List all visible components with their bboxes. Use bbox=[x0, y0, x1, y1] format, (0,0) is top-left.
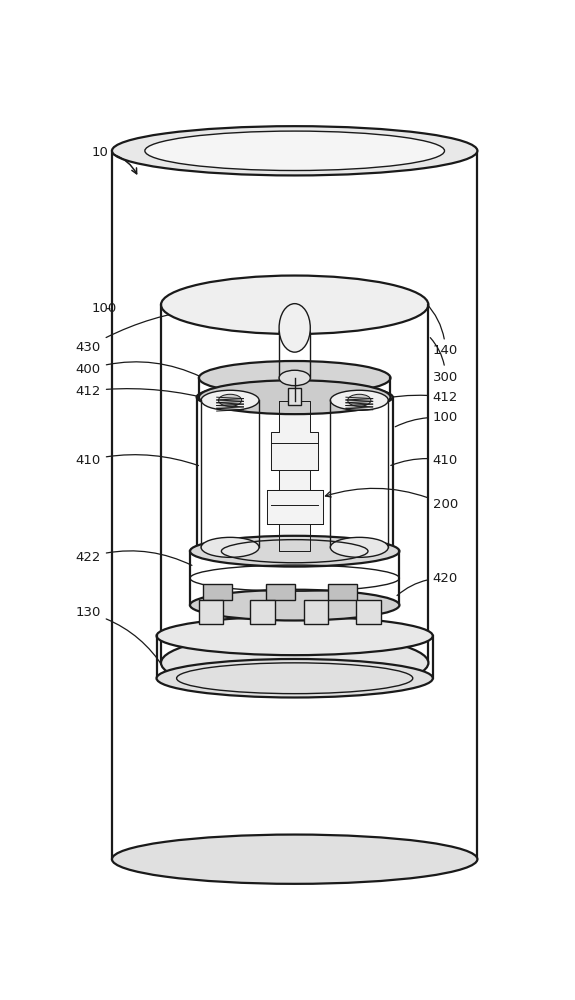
Text: 100: 100 bbox=[395, 411, 458, 427]
Bar bbox=[289, 388, 301, 405]
Ellipse shape bbox=[331, 537, 388, 557]
Ellipse shape bbox=[190, 536, 400, 567]
Ellipse shape bbox=[190, 590, 400, 620]
Text: 200: 200 bbox=[325, 488, 458, 512]
Ellipse shape bbox=[201, 537, 259, 557]
Ellipse shape bbox=[218, 394, 242, 406]
Bar bbox=[356, 600, 381, 624]
Text: 10: 10 bbox=[92, 146, 137, 174]
Ellipse shape bbox=[279, 325, 310, 340]
Text: 140: 140 bbox=[426, 303, 458, 358]
Ellipse shape bbox=[279, 370, 310, 386]
Ellipse shape bbox=[331, 390, 388, 410]
Ellipse shape bbox=[199, 361, 390, 395]
Ellipse shape bbox=[197, 383, 393, 411]
Text: 400: 400 bbox=[76, 362, 201, 377]
Ellipse shape bbox=[348, 394, 371, 406]
Ellipse shape bbox=[161, 634, 428, 692]
Text: 420: 420 bbox=[397, 572, 458, 596]
Text: 430: 430 bbox=[75, 308, 298, 354]
Bar bbox=[199, 600, 223, 624]
Polygon shape bbox=[267, 401, 323, 551]
Bar bbox=[328, 584, 357, 600]
Text: 410: 410 bbox=[391, 454, 458, 467]
Text: 300: 300 bbox=[430, 338, 458, 384]
Bar bbox=[304, 600, 328, 624]
Text: 100: 100 bbox=[92, 302, 117, 315]
Ellipse shape bbox=[201, 390, 259, 410]
Ellipse shape bbox=[145, 131, 444, 171]
Ellipse shape bbox=[156, 659, 433, 698]
Ellipse shape bbox=[112, 126, 477, 175]
Bar bbox=[266, 584, 295, 600]
Ellipse shape bbox=[279, 304, 310, 352]
Bar bbox=[250, 600, 275, 624]
Text: 410: 410 bbox=[75, 454, 198, 467]
Ellipse shape bbox=[156, 617, 433, 655]
Ellipse shape bbox=[112, 835, 477, 884]
Ellipse shape bbox=[161, 276, 428, 334]
Text: 412: 412 bbox=[375, 391, 458, 404]
Text: 412: 412 bbox=[75, 385, 214, 400]
Bar bbox=[204, 584, 232, 600]
Text: 130: 130 bbox=[75, 606, 164, 668]
Ellipse shape bbox=[199, 380, 390, 414]
Text: 422: 422 bbox=[75, 551, 192, 565]
Ellipse shape bbox=[197, 537, 393, 565]
